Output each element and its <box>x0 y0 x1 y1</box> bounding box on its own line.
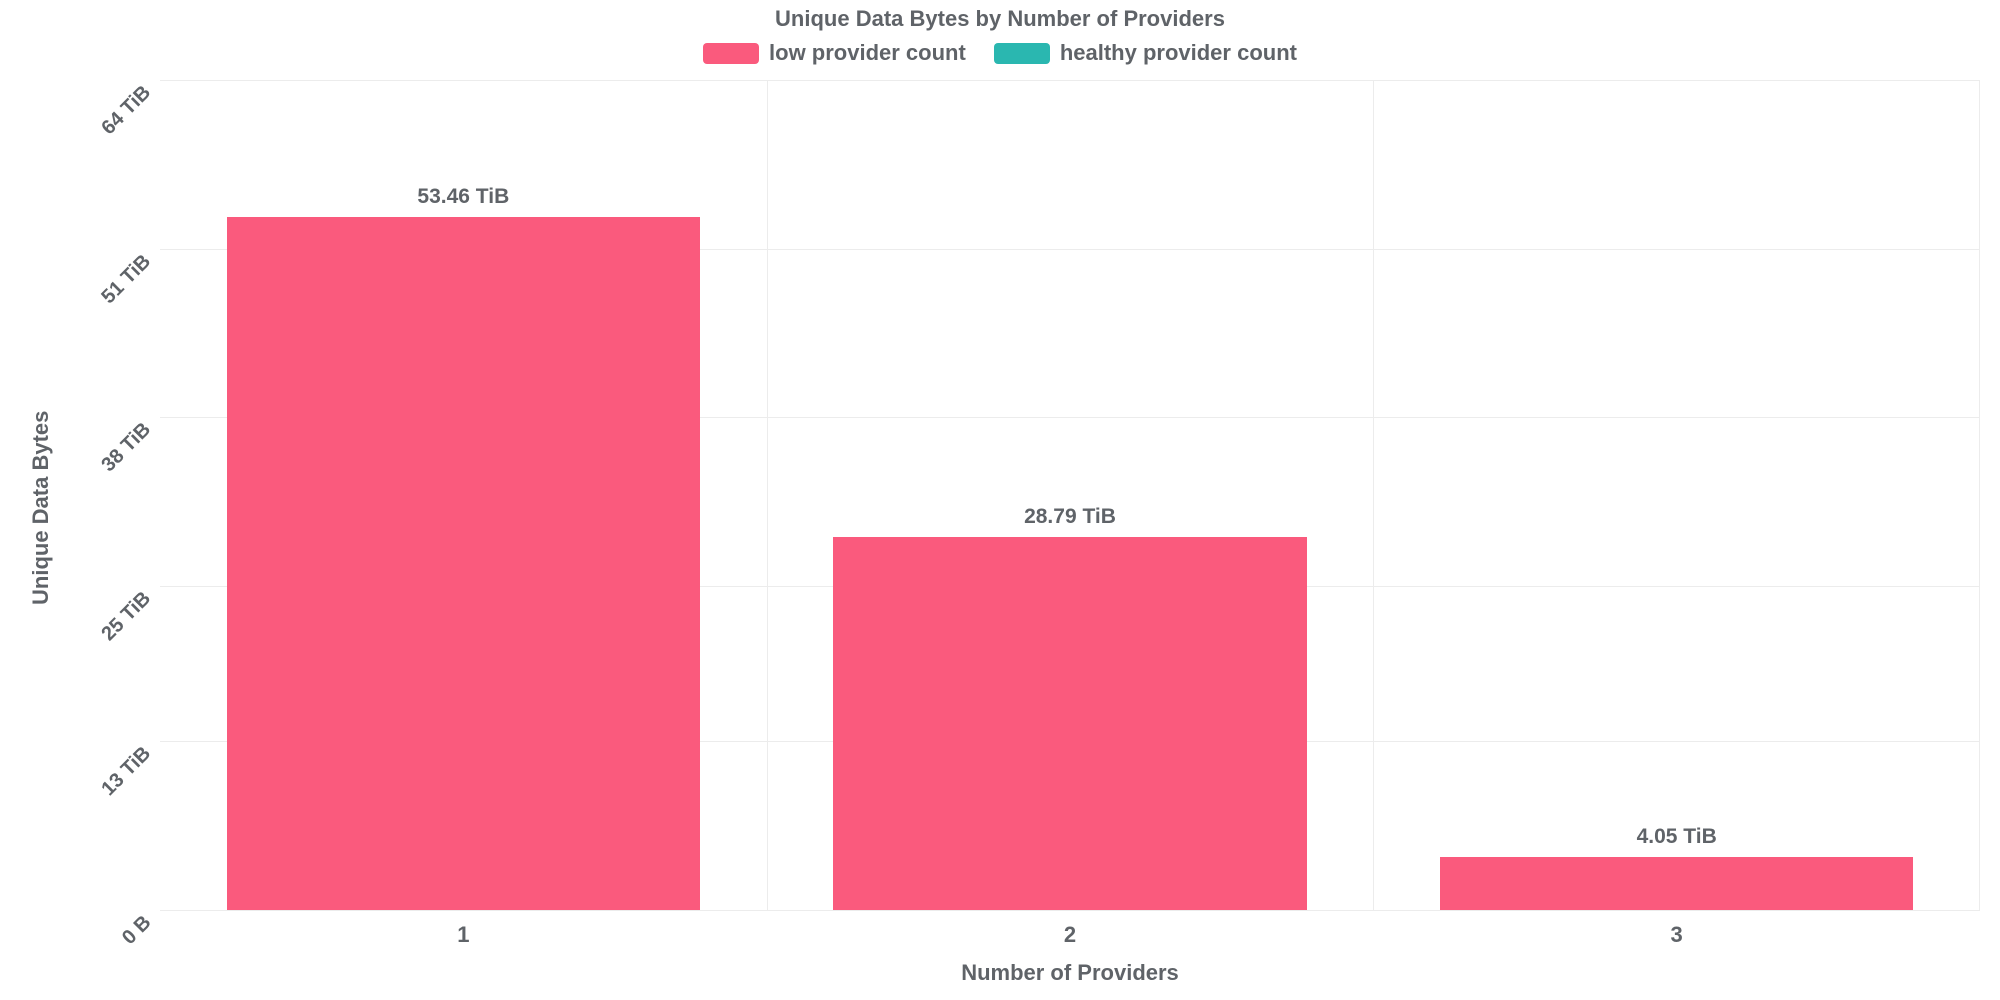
gridline-horizontal <box>160 910 1980 911</box>
legend-label: healthy provider count <box>1060 40 1297 66</box>
bar-value-label: 53.46 TiB <box>343 185 583 209</box>
y-tick-label: 13 TiB <box>98 743 156 801</box>
bar[interactable] <box>227 217 700 910</box>
bar-chart: Unique Data Bytes by Number of Providers… <box>0 0 2000 1000</box>
legend-swatch <box>703 43 759 64</box>
y-tick-label: 64 TiB <box>98 81 156 139</box>
x-tick-label: 1 <box>413 922 513 948</box>
legend-item[interactable]: healthy provider count <box>994 40 1297 66</box>
y-axis-label: Unique Data Bytes <box>28 411 54 605</box>
y-tick-label: 38 TiB <box>98 419 156 477</box>
legend-label: low provider count <box>769 40 966 66</box>
plot-area: 53.46 TiB 28.79 TiB 4.05 TiB <box>160 80 1980 910</box>
chart-legend: low provider count healthy provider count <box>0 40 2000 70</box>
x-tick-label: 2 <box>1020 922 1120 948</box>
bar[interactable] <box>833 537 1306 910</box>
legend-swatch <box>994 43 1050 64</box>
x-axis-label: Number of Providers <box>160 960 1980 986</box>
bars-layer: 53.46 TiB 28.79 TiB 4.05 TiB <box>160 80 1980 910</box>
bar[interactable] <box>1440 857 1913 910</box>
x-tick-label: 3 <box>1627 922 1727 948</box>
y-tick-label: 51 TiB <box>98 250 156 308</box>
y-tick-label: 25 TiB <box>98 587 156 645</box>
y-tick-label: 0 B <box>118 911 156 949</box>
chart-title: Unique Data Bytes by Number of Providers <box>0 6 2000 32</box>
legend-item[interactable]: low provider count <box>703 40 966 66</box>
bar-value-label: 28.79 TiB <box>950 505 1190 529</box>
bar-value-label: 4.05 TiB <box>1557 825 1797 849</box>
